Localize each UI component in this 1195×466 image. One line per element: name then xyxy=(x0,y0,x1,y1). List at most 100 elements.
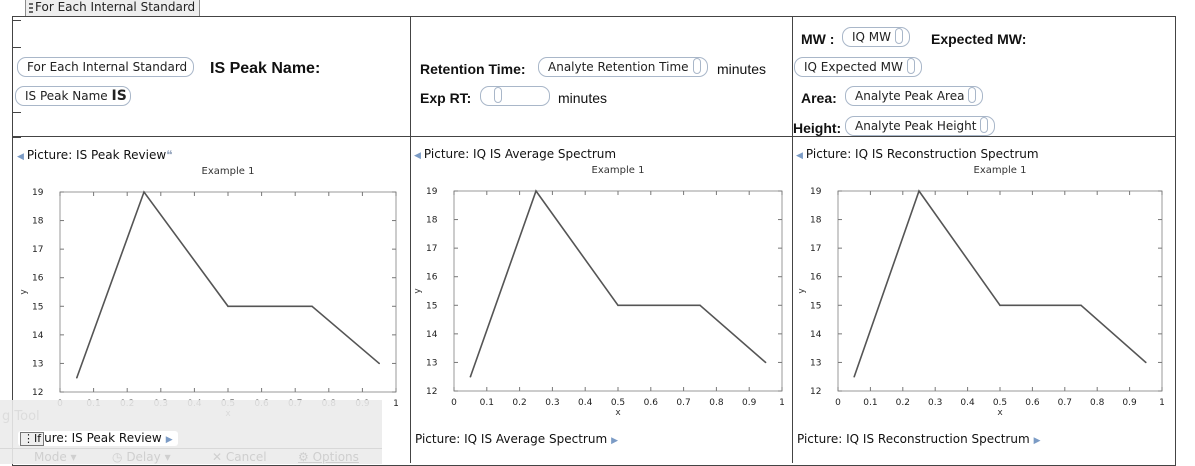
picture-open-tag-1[interactable]: ◀ Picture: IS Peak Review❝ xyxy=(17,148,173,162)
analyte-retention-time-pill[interactable]: Analyte Retention Time xyxy=(538,57,708,77)
data-point xyxy=(311,305,313,308)
loop-field[interactable]: For Each Internal Standard xyxy=(17,56,195,77)
retention-time-field[interactable]: Analyte Retention Time xyxy=(538,56,708,77)
chart-title: Example 1 xyxy=(974,165,1027,176)
chart-iq-is-average-spectrum[interactable]: Example 1 12 13 14 15 16 17 18 19 0 0.1 0.2 0.3 0.4 0.… xyxy=(412,161,790,423)
retention-time-label: Retention Time: xyxy=(420,61,526,77)
options-button[interactable]: ⚙ Options xyxy=(298,450,359,464)
for-each-tab[interactable]: For Each Internal Standard xyxy=(25,0,201,17)
x-tick-label: 0.6 xyxy=(1025,398,1040,408)
y-tick-label: 14 xyxy=(426,330,438,340)
picture-open-tag-2[interactable]: ◀ Picture: IQ IS Average Spectrum xyxy=(414,147,616,161)
toolbar-divider xyxy=(0,448,382,449)
picture-open-label-1: Picture: IS Peak Review xyxy=(26,148,167,162)
chart-iq-is-reconstruction-spectrum[interactable]: Example 1 12 13 14 15 16 17 18 19 0 0.1 0.2 0.3 0.4 0.… xyxy=(796,161,1170,423)
expected-mw-label: Expected MW: xyxy=(931,31,1027,47)
data-point xyxy=(699,304,701,307)
tag-arrow-icon: ◀ xyxy=(796,151,803,161)
exp-rt-unit: minutes xyxy=(558,90,608,106)
height-label: Height: xyxy=(793,120,842,136)
chevron-down-icon: ▾ xyxy=(164,450,171,464)
mode-label: Mode xyxy=(34,450,67,464)
x-axis-label: x xyxy=(615,408,621,418)
plot-frame xyxy=(837,190,1163,392)
row-divider xyxy=(12,136,1176,137)
tag-end-arrow-icon: ▶ xyxy=(165,435,173,445)
if-label: If xyxy=(34,432,42,445)
data-point xyxy=(227,305,229,308)
tag-arrow-icon: ◀ xyxy=(17,152,24,162)
chart-title: Example 1 xyxy=(592,165,645,176)
x-tick-label: 1 xyxy=(1159,398,1165,408)
y-tick-label: 18 xyxy=(32,217,44,227)
iq-expected-mw-pill[interactable]: IQ Expected MW xyxy=(794,57,922,77)
x-tick-label: 0.5 xyxy=(993,398,1007,408)
expected-mw-field[interactable]: IQ Expected MW xyxy=(794,56,922,77)
y-tick-label: 13 xyxy=(810,358,821,368)
cancel-button[interactable]: ✕ Cancel xyxy=(212,450,267,464)
retention-unit: minutes xyxy=(717,61,767,77)
y-tick-label: 15 xyxy=(32,302,43,312)
plot-frame xyxy=(59,191,397,393)
picture-close-label-3: Picture: IQ IS Reconstruction Spectrum xyxy=(797,432,1030,446)
data-point xyxy=(1080,304,1082,307)
delay-label: Delay xyxy=(126,450,161,464)
delay-button[interactable]: ◷ Delay ▾ xyxy=(112,450,171,464)
exp-rt-field[interactable] xyxy=(480,85,550,106)
mw-field[interactable]: IQ MW xyxy=(842,26,911,47)
is-value: IS xyxy=(111,88,127,104)
x-tick-label: 0.1 xyxy=(863,398,877,408)
data-point xyxy=(617,304,619,307)
x-tick-label: 0.7 xyxy=(1058,398,1072,408)
area-label: Area: xyxy=(801,90,837,106)
y-axis-label: y xyxy=(797,288,807,294)
is-peak-name-label: IS Peak Name: xyxy=(210,60,321,77)
data-point xyxy=(143,191,145,193)
x-tick-label: 0.9 xyxy=(1122,398,1137,408)
iq-mw-pill[interactable]: IQ MW xyxy=(842,27,911,47)
picture-open-label-3: Picture: IQ IS Reconstruction Spectrum xyxy=(805,147,1039,161)
y-tick-label: 15 xyxy=(810,301,821,311)
x-tick-label: 0.2 xyxy=(512,398,526,408)
data-point xyxy=(469,375,472,378)
y-axis-label: y xyxy=(19,289,29,295)
section-bracket xyxy=(12,112,21,138)
data-point xyxy=(764,361,767,364)
exp-rt-pill[interactable] xyxy=(480,86,550,106)
is-peak-name-field[interactable]: IS Peak Name IS xyxy=(15,85,131,106)
y-tick-label: 19 xyxy=(32,188,44,198)
is-peak-name-pill-label: IS Peak Name xyxy=(25,89,108,103)
is-peak-name-pill[interactable]: IS Peak Name IS xyxy=(15,86,131,106)
drag-grip-icon: ⋮ xyxy=(23,432,34,445)
cancel-label: Cancel xyxy=(225,450,267,464)
height-field[interactable]: Analyte Peak Height xyxy=(845,115,996,136)
chart-is-peak-review[interactable]: Example 1121314151617181900.10.20.30.40.… xyxy=(18,162,404,424)
tag-arrow-icon: ◀ xyxy=(414,151,421,161)
mw-label: MW : xyxy=(801,31,835,47)
picture-close-tag-3[interactable]: Picture: IQ IS Reconstruction Spectrum ▶ xyxy=(797,432,1044,446)
chevron-down-icon: ▾ xyxy=(70,450,77,464)
y-tick-label: 14 xyxy=(32,331,44,341)
y-tick-label: 15 xyxy=(426,301,437,311)
drag-grip-icon[interactable] xyxy=(29,2,33,13)
picture-open-tag-3[interactable]: ◀ Picture: IQ IS Reconstruction Spectrum xyxy=(796,147,1039,161)
picture-close-tag-1[interactable]: ⋮If ure: IS Peak Review ▶ xyxy=(18,431,178,446)
x-tick-label: 0.8 xyxy=(1090,398,1105,408)
y-tick-label: 18 xyxy=(810,216,822,226)
picture-close-tag-2[interactable]: Picture: IQ IS Average Spectrum ▶ xyxy=(415,432,621,446)
y-tick-label: 13 xyxy=(32,359,43,369)
analyte-peak-area-pill[interactable]: Analyte Peak Area xyxy=(845,86,984,106)
y-tick-label: 16 xyxy=(426,273,438,283)
data-point xyxy=(999,304,1001,307)
if-tag[interactable]: ⋮If xyxy=(20,432,45,446)
analyte-peak-height-pill[interactable]: Analyte Peak Height xyxy=(845,116,996,136)
mode-button[interactable]: Mode ▾ xyxy=(34,450,77,464)
for-each-field-pill[interactable]: For Each Internal Standard xyxy=(17,57,195,77)
y-tick-label: 18 xyxy=(426,216,438,226)
y-tick-label: 13 xyxy=(426,358,437,368)
x-tick-label: 0.9 xyxy=(742,398,757,408)
data-point xyxy=(76,376,78,379)
gear-icon: ⚙ xyxy=(298,450,309,464)
area-field[interactable]: Analyte Peak Area xyxy=(845,85,984,106)
x-tick-label: 0.4 xyxy=(578,398,593,408)
